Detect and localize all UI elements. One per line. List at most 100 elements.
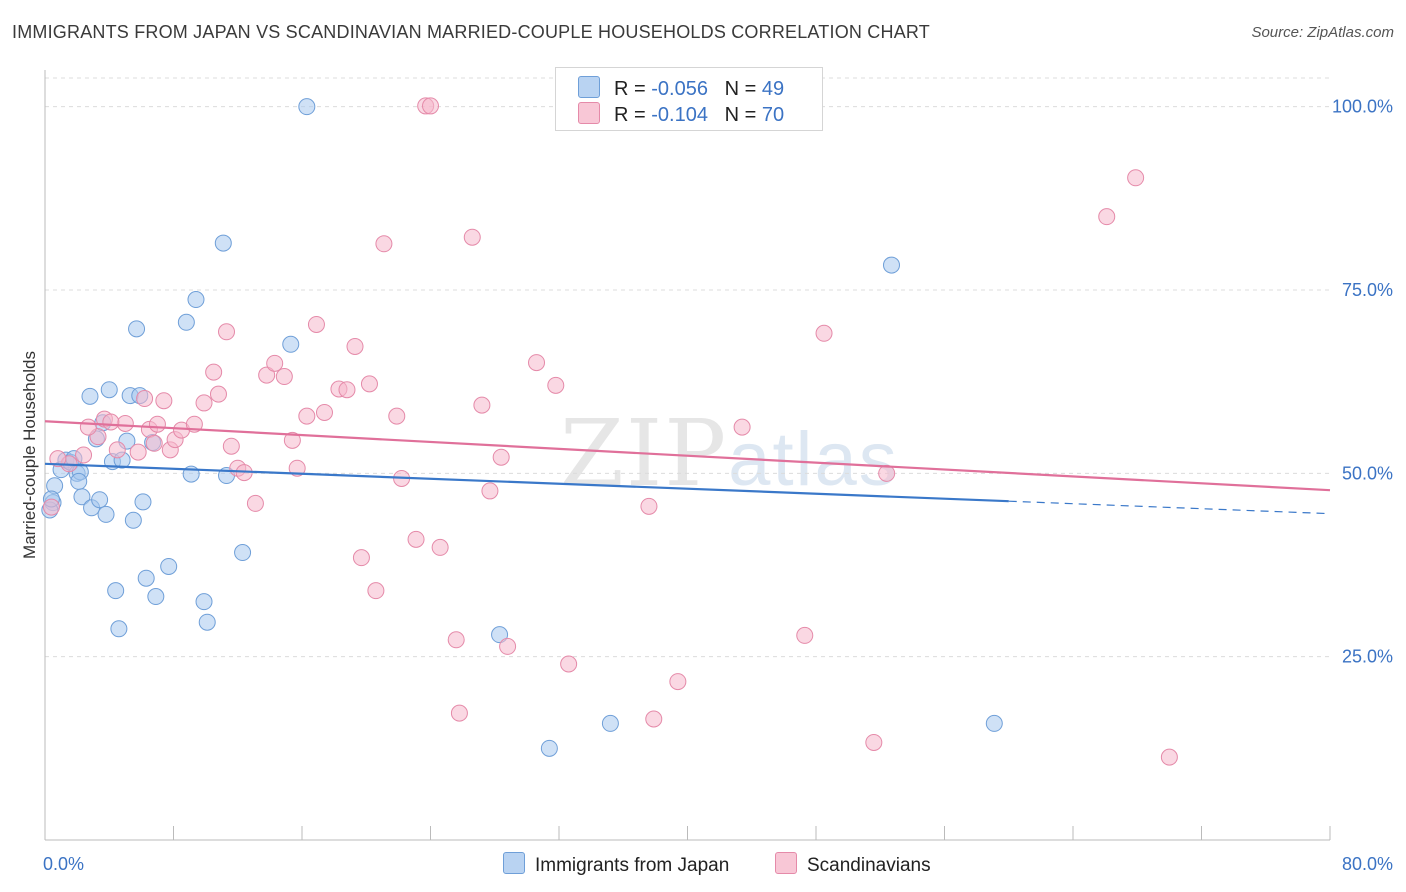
legend-n-value-scandinavians: 70 [761,104,785,126]
point-scandinavians-11 [155,392,173,410]
point-japan-17 [107,582,125,600]
source-label: Source: ZipAtlas.com [1251,24,1394,41]
point-scandinavians-60 [815,324,833,342]
point-scandinavians-5 [108,441,126,459]
x-tick-label-max: 80.0% [1342,854,1393,874]
point-scandinavians-47 [463,228,481,246]
chart-title: IMMIGRANTS FROM JAPAN VS SCANDINAVIAN MA… [12,22,930,42]
y-tick-label-75: 75.0% [1342,280,1393,300]
point-japan-44 [882,256,900,274]
point-scandinavians-2 [75,446,93,464]
point-japan-12 [91,491,109,509]
point-scandinavians-16 [195,394,213,412]
point-scandinavians-48 [473,396,491,414]
point-japan-15 [100,381,118,399]
point-scandinavians-37 [367,582,385,600]
point-scandinavians-31 [315,403,333,421]
point-scandinavians-44 [431,538,449,556]
bottom-legend-swatch-japan [503,852,525,874]
point-scandinavians-20 [222,437,240,455]
trendline-scandinavians [44,420,1331,492]
point-scandinavians-65 [1160,748,1178,766]
point-japan-14 [97,505,115,523]
bottom-legend-label-japan: Immigrants from Japan [535,855,730,876]
bottom-legend-label-scandinavians: Scandinavians [807,855,931,876]
point-scandinavians-52 [528,354,546,372]
point-japan-26 [137,569,155,587]
point-scandinavians-58 [733,418,751,436]
legend-n-label-japan: N = [724,78,757,100]
point-scandinavians-69 [145,434,163,452]
legend-r-value-japan: -0.056 [651,78,708,100]
point-scandinavians-39 [388,407,406,425]
point-scandinavians-64 [1127,169,1145,187]
point-scandinavians-66 [49,450,67,468]
legend-n-label-scandinavians: N = [724,104,757,126]
bottom-legend-japan: Immigrants from Japan [503,852,729,877]
legend-r-label-japan: R = [614,78,646,100]
point-japan-40 [491,626,509,644]
point-japan-42 [601,714,619,732]
y-tick-label-100: 100.0% [1332,97,1393,117]
point-scandinavians-26 [275,368,293,386]
point-japan-37 [234,544,252,562]
trendline-japan [44,462,1009,503]
legend-n-value-japan: 49 [761,78,785,100]
point-scandinavians-45 [447,631,465,649]
point-scandinavians-59 [796,626,814,644]
x-tick-label-min: 0.0% [43,854,84,874]
point-japan-28 [147,588,165,606]
point-scandinavians-55 [640,497,658,515]
legend-swatch-scandinavians [578,102,600,124]
point-japan-48 [70,472,88,490]
point-scandinavians-27 [283,431,301,449]
point-scandinavians-56 [645,710,663,728]
point-scandinavians-17 [205,363,223,381]
point-japan-32 [187,291,205,309]
point-scandinavians-10 [148,415,166,433]
point-scandinavians-6 [116,414,134,432]
point-scandinavians-28 [288,459,306,477]
point-scandinavians-7 [129,443,147,461]
point-scandinavians-61 [865,733,883,751]
point-scandinavians-33 [338,381,356,399]
point-scandinavians-34 [346,337,364,355]
y-tick-label-25: 25.0% [1342,647,1393,667]
point-scandinavians-29 [298,407,316,425]
point-scandinavians-46 [450,704,468,722]
point-japan-43 [985,714,1003,732]
point-scandinavians-41 [407,530,425,548]
point-scandinavians-19 [218,323,236,341]
legend-row-japan: R = -0.056 N = 49 [578,76,784,100]
point-scandinavians-63 [1098,208,1116,226]
point-japan-23 [128,320,146,338]
point-scandinavians-30 [307,315,325,333]
point-scandinavians-0 [42,498,60,516]
point-japan-29 [160,557,178,575]
point-scandinavians-25 [266,354,284,372]
bottom-legend-swatch-scandinavians [775,852,797,874]
point-japan-33 [195,593,213,611]
point-japan-39 [298,98,316,116]
trendline-dashed-japan [1008,500,1331,515]
legend-swatch-japan [578,76,600,98]
point-scandinavians-51 [499,637,517,655]
point-scandinavians-49 [481,482,499,500]
point-japan-41 [540,739,558,757]
point-scandinavians-53 [547,376,565,394]
point-scandinavians-50 [492,448,510,466]
point-japan-34 [198,613,216,631]
point-japan-35 [214,234,232,252]
point-japan-25 [134,493,152,511]
y-tick-label-50: 50.0% [1342,463,1393,483]
stats-legend: R = -0.056 N = 49 R = -0.104 N = 70 [555,67,823,131]
point-scandinavians-68 [102,413,120,431]
y-axis-label: Married-couple Households [20,351,39,559]
point-scandinavians-36 [360,375,378,393]
point-scandinavians-8 [136,390,154,408]
point-japan-22 [124,511,142,529]
point-scandinavians-23 [246,494,264,512]
point-japan-30 [177,313,195,331]
legend-r-value-scandinavians: -0.104 [651,104,708,126]
